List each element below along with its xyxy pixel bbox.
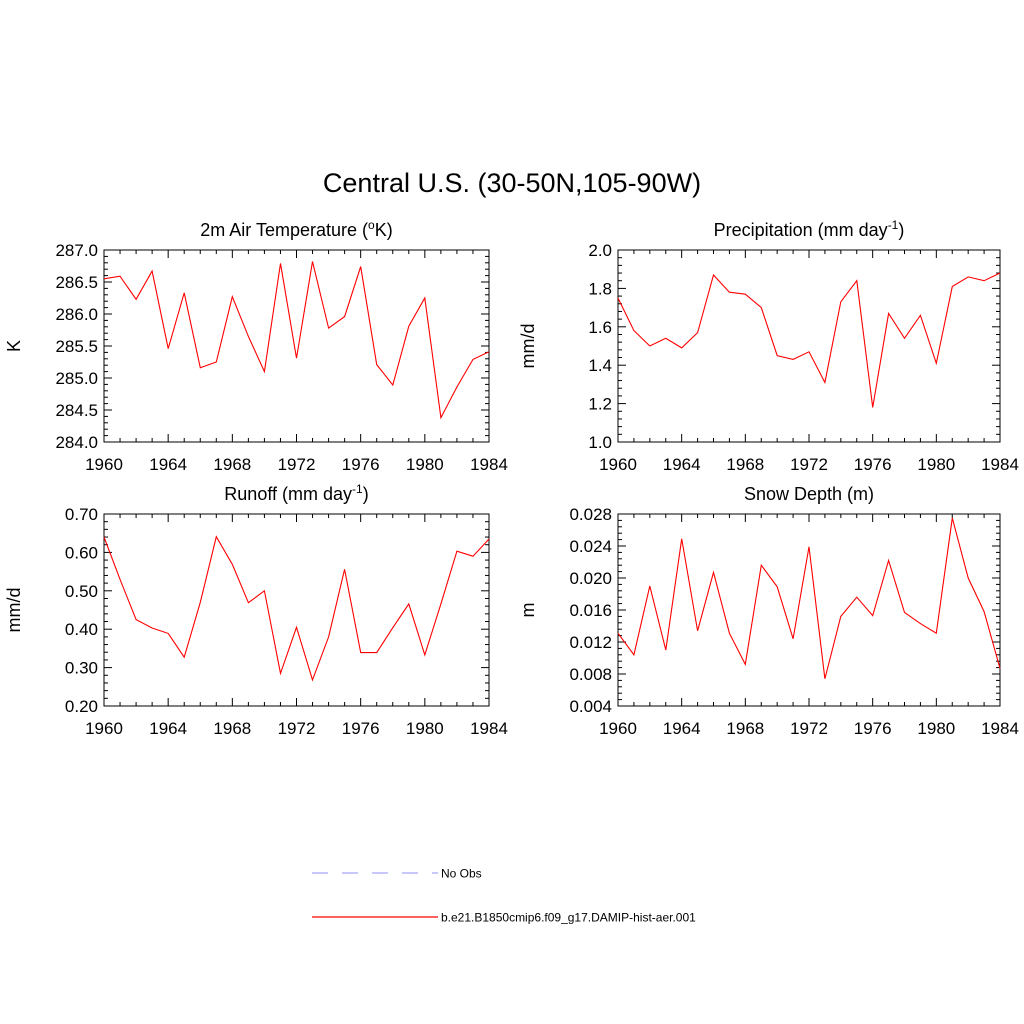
- air-temperature-xtick-label: 1984: [470, 455, 508, 474]
- precipitation-xtick-label: 1976: [854, 455, 892, 474]
- precipitation-xtick-label: 1980: [917, 455, 955, 474]
- air-temperature-series-line: [103, 261, 490, 420]
- runoff-ytick-label: 0.30: [65, 659, 98, 678]
- precipitation-xtick-label: 1960: [599, 455, 637, 474]
- air-temperature-ytick-label: 285.0: [55, 369, 98, 388]
- runoff-xtick-label: 1972: [278, 719, 316, 738]
- runoff-ytick-label: 0.70: [65, 505, 98, 524]
- snow-depth-xtick-label: 1960: [599, 719, 637, 738]
- legend-label-no-obs: No Obs: [441, 867, 482, 881]
- runoff-ytick-label: 0.60: [65, 543, 98, 562]
- snow-depth-ylabel: m: [518, 603, 538, 618]
- snow-depth-ytick-label: 0.008: [569, 665, 612, 684]
- snow-depth-ytick-label: 0.024: [569, 537, 612, 556]
- snow-depth-title: Snow Depth (m): [744, 484, 874, 504]
- air-temperature-ytick-label: 286.0: [55, 305, 98, 324]
- snow-depth-ytick-label: 0.020: [569, 569, 612, 588]
- precipitation-ytick-label: 2.0: [588, 241, 612, 260]
- air-temperature-xtick-label: 1960: [85, 455, 123, 474]
- runoff-ylabel: mm/d: [4, 588, 24, 633]
- air-temperature-ytick-label: 287.0: [55, 241, 98, 260]
- snow-depth-xtick-label: 1964: [663, 719, 701, 738]
- snow-depth-ytick-label: 0.028: [569, 505, 612, 524]
- precipitation-ylabel: mm/d: [518, 324, 538, 369]
- air-temperature-ytick-label: 284.0: [55, 433, 98, 452]
- runoff-xtick-label: 1976: [342, 719, 380, 738]
- runoff-xtick-label: 1980: [406, 719, 444, 738]
- snow-depth-xtick-label: 1968: [726, 719, 764, 738]
- legend-label-series: b.e21.B1850cmip6.f09_g17.DAMIP-hist-aer.…: [441, 911, 696, 925]
- precipitation-ytick-label: 1.6: [588, 318, 612, 337]
- air-temperature-xtick-label: 1964: [149, 455, 187, 474]
- runoff-ytick-label: 0.40: [65, 620, 98, 639]
- air-temperature-ytick-label: 284.5: [55, 401, 98, 420]
- snow-depth-xtick-label: 1976: [854, 719, 892, 738]
- precipitation-ytick-label: 1.0: [588, 433, 612, 452]
- snow-depth-ytick-label: 0.012: [569, 633, 612, 652]
- precipitation-series-line: [617, 272, 1001, 408]
- air-temperature-ytick-label: 286.5: [55, 273, 98, 292]
- precipitation-ytick-label: 1.2: [588, 395, 612, 414]
- precipitation-title: Precipitation (mm day-1): [714, 218, 905, 240]
- air-temperature-title: 2m Air Temperature (oK): [200, 218, 392, 240]
- snow-depth-series-line: [617, 517, 1001, 679]
- figure-title: Central U.S. (30-50N,105-90W): [322, 168, 702, 198]
- runoff-xtick-label: 1964: [149, 719, 187, 738]
- air-temperature-ylabel: K: [4, 340, 24, 352]
- precipitation-xtick-label: 1984: [981, 455, 1019, 474]
- precipitation-xtick-label: 1968: [726, 455, 764, 474]
- runoff-xtick-label: 1968: [213, 719, 251, 738]
- precipitation-ytick-label: 1.8: [588, 279, 612, 298]
- precipitation-ytick-label: 1.4: [588, 356, 612, 375]
- runoff-series-line: [103, 535, 490, 682]
- snow-depth-ytick-label: 0.016: [569, 601, 612, 620]
- air-temperature-xtick-label: 1976: [342, 455, 380, 474]
- air-temperature-xtick-label: 1968: [213, 455, 251, 474]
- runoff-ytick-label: 0.20: [65, 697, 98, 716]
- snow-depth-xtick-label: 1972: [790, 719, 828, 738]
- precipitation-xtick-label: 1972: [790, 455, 828, 474]
- precipitation-xtick-label: 1964: [663, 455, 701, 474]
- air-temperature-ytick-label: 285.5: [55, 337, 98, 356]
- air-temperature-xtick-label: 1980: [406, 455, 444, 474]
- snow-depth-ytick-label: 0.004: [569, 697, 612, 716]
- snow-depth-xtick-label: 1980: [917, 719, 955, 738]
- runoff-xtick-label: 1960: [85, 719, 123, 738]
- runoff-xtick-label: 1984: [470, 719, 508, 738]
- air-temperature-xtick-label: 1972: [278, 455, 316, 474]
- runoff-title: Runoff (mm day-1): [224, 482, 368, 504]
- runoff-ytick-label: 0.50: [65, 582, 98, 601]
- snow-depth-xtick-label: 1984: [981, 719, 1019, 738]
